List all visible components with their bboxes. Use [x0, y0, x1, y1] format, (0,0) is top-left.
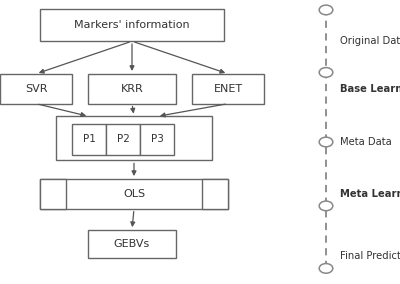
Circle shape — [319, 201, 333, 211]
Bar — [88, 230, 176, 258]
Bar — [40, 179, 66, 209]
Bar — [106, 124, 140, 155]
Text: Markers' information: Markers' information — [74, 20, 190, 30]
Bar — [140, 124, 174, 155]
Text: Original Data: Original Data — [340, 36, 400, 46]
Text: ENET: ENET — [214, 84, 242, 94]
Text: P1: P1 — [82, 134, 96, 145]
Text: SVR: SVR — [25, 84, 47, 94]
Text: Meta Learner: Meta Learner — [340, 189, 400, 199]
Text: OLS: OLS — [123, 189, 145, 199]
Text: KRR: KRR — [121, 84, 143, 94]
Circle shape — [319, 264, 333, 273]
Bar — [192, 74, 264, 104]
Bar — [56, 116, 212, 160]
Bar — [40, 9, 224, 41]
Bar — [202, 179, 228, 209]
Text: Base Learner: Base Learner — [340, 83, 400, 94]
Bar — [88, 74, 176, 104]
Text: P3: P3 — [150, 134, 164, 145]
Text: P2: P2 — [116, 134, 130, 145]
Bar — [40, 179, 228, 209]
Bar — [0, 74, 72, 104]
Text: Final Prediction: Final Prediction — [340, 250, 400, 261]
Bar — [72, 124, 106, 155]
Circle shape — [319, 5, 333, 15]
Text: Meta Data: Meta Data — [340, 137, 392, 147]
Circle shape — [319, 68, 333, 77]
Circle shape — [319, 137, 333, 147]
Text: GEBVs: GEBVs — [114, 239, 150, 249]
